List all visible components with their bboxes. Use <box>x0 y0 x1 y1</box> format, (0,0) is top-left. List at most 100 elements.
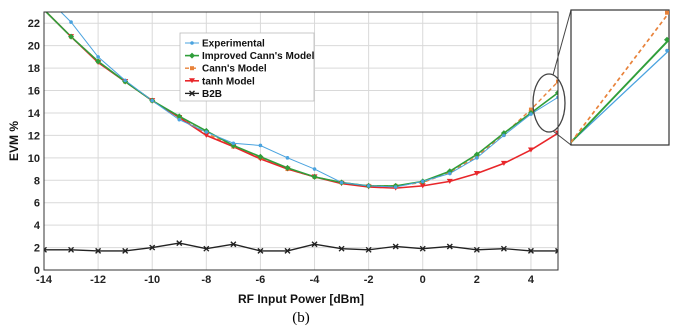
y-tick-label: 16 <box>28 86 40 98</box>
data-point <box>339 180 344 185</box>
y-tick-label: 12 <box>28 130 40 142</box>
x-tick-label: -14 <box>36 274 53 286</box>
data-point <box>203 245 210 252</box>
data-point <box>393 185 398 189</box>
x-tick-label: -10 <box>144 274 160 286</box>
x-tick-label: -2 <box>364 274 374 286</box>
data-point <box>527 147 534 153</box>
inset-frame <box>570 9 670 146</box>
data-point <box>447 171 452 176</box>
data-point <box>258 143 263 148</box>
data-point <box>176 240 183 247</box>
x-tick-label: 0 <box>420 274 426 286</box>
data-point <box>257 153 264 160</box>
series-line <box>45 12 558 187</box>
data-point <box>231 141 236 146</box>
data-point <box>528 107 533 112</box>
data-point <box>473 171 480 177</box>
y-tick-label: 4 <box>34 220 41 232</box>
inset-data-point <box>665 48 669 53</box>
x-tick-label: 2 <box>474 274 480 286</box>
data-point <box>68 246 75 253</box>
legend-swatch-marker <box>190 66 194 71</box>
zoom-connector-top <box>552 9 572 76</box>
data-point <box>446 243 453 250</box>
legend-entry: tanh Model <box>202 76 255 87</box>
data-point <box>122 247 129 254</box>
y-tick-label: 20 <box>28 41 40 53</box>
inset-data-point <box>664 36 669 43</box>
legend-entry: B2B <box>202 89 222 100</box>
data-point <box>69 20 73 24</box>
data-point <box>176 113 183 120</box>
series-lines <box>44 12 558 252</box>
x-tick-label: -8 <box>201 274 211 286</box>
data-point <box>311 173 318 180</box>
data-point <box>44 246 47 253</box>
zoom-connector-bottom <box>552 130 572 146</box>
data-point <box>95 58 102 65</box>
y-tick-label: 18 <box>28 63 40 75</box>
series-line <box>60 12 558 188</box>
data-point <box>527 247 534 254</box>
data-point <box>95 247 102 254</box>
data-point <box>68 33 75 40</box>
figure-caption: (b) <box>292 310 310 326</box>
data-point <box>338 245 345 252</box>
data-point <box>203 132 210 138</box>
y-tick-label: 22 <box>28 18 40 30</box>
inset-series-line <box>571 50 669 143</box>
legend-box <box>179 32 315 102</box>
data-point <box>555 130 558 136</box>
legend-entry: Experimental <box>202 39 265 50</box>
series-markers <box>42 8 558 254</box>
y-axis-label: EVM % <box>7 121 21 161</box>
inset-series-line <box>571 12 669 143</box>
y-tick-label: 8 <box>34 175 40 187</box>
legend-swatch-marker <box>189 90 195 97</box>
data-point <box>204 130 209 134</box>
zoom-highlight-ellipse <box>532 73 566 133</box>
inset-series-line <box>571 39 669 143</box>
series-line <box>44 242 558 252</box>
x-tick-label: -12 <box>90 274 106 286</box>
y-tick-label: 6 <box>34 198 40 210</box>
data-point <box>500 245 507 252</box>
data-point <box>502 133 506 138</box>
data-point <box>123 78 127 83</box>
y-tick-label: 14 <box>28 108 41 120</box>
y-tick-label: 10 <box>28 153 40 165</box>
zoom-inset <box>570 9 670 146</box>
plot-frame <box>43 11 559 271</box>
data-point <box>419 183 426 189</box>
legend-swatch-marker <box>189 52 195 59</box>
data-point <box>177 117 182 122</box>
y-tick-label: 0 <box>34 265 40 277</box>
data-point <box>96 55 100 59</box>
data-point <box>284 247 291 254</box>
data-point <box>556 79 558 84</box>
y-tick-label: 2 <box>34 243 40 255</box>
data-point <box>555 89 558 96</box>
data-point <box>475 156 479 160</box>
data-point <box>419 245 426 252</box>
inset-data-point <box>665 10 669 15</box>
data-point <box>473 246 480 253</box>
data-point <box>366 184 371 188</box>
data-point <box>150 98 155 103</box>
data-point <box>473 151 480 158</box>
data-point <box>311 241 318 248</box>
data-point <box>312 167 317 171</box>
data-point <box>285 156 290 160</box>
x-axis-label: RF Input Power [dBm] <box>238 292 364 306</box>
data-point <box>284 164 291 171</box>
data-point <box>365 246 372 253</box>
legend-swatch-marker <box>189 78 195 84</box>
data-point <box>42 8 46 12</box>
data-point <box>230 241 237 248</box>
x-tick-label: -4 <box>310 274 321 286</box>
legend-entry: Improved Cann's Model <box>202 51 315 62</box>
